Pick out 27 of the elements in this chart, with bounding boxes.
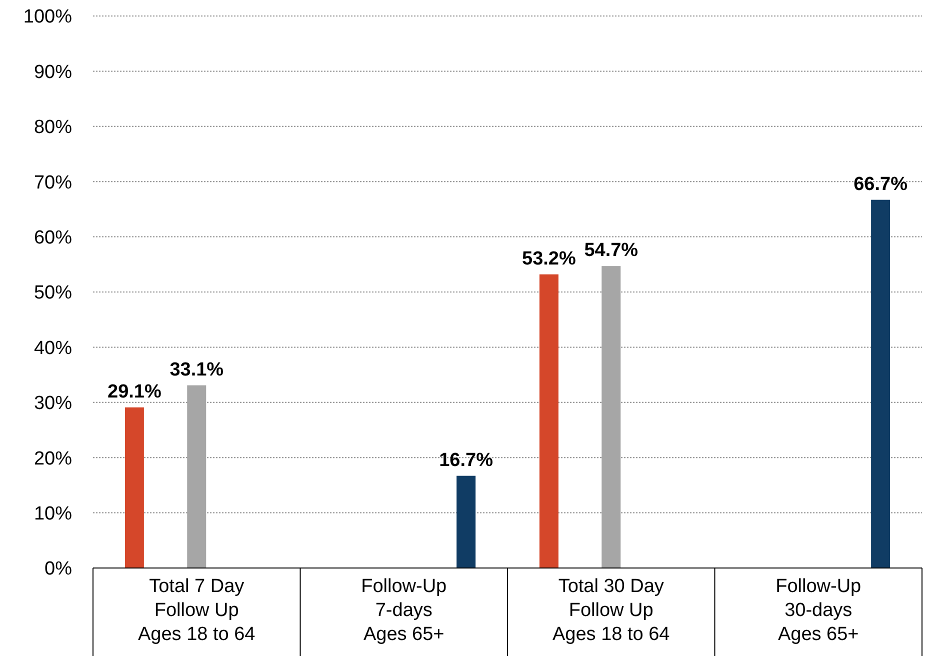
text: 16.7% (439, 450, 493, 471)
x-tick-label: Total 30 Day Follow Up Ages 18 to 64 (552, 576, 670, 645)
bar (871, 200, 890, 568)
y-tick-label: 70% (34, 172, 72, 194)
x-tick-label: Follow-Up 7-days Ages 65+ (361, 576, 447, 645)
y-tick-label: 90% (34, 62, 72, 83)
text: 66.7% (854, 174, 908, 195)
x-tick-label: Total 7 Day Follow Up Ages 18 to 64 (138, 576, 256, 645)
y-tick-label: 10% (34, 503, 72, 524)
x-tick-label: Follow-Up 30-days Ages 65+ (776, 576, 862, 645)
bar (602, 266, 621, 568)
bar (456, 476, 476, 568)
y-tick-label: 0% (44, 558, 72, 580)
y-tick-label: 80% (34, 117, 72, 138)
text: 29.1% (108, 381, 162, 402)
y-tick-label: 20% (34, 448, 72, 470)
bar (124, 407, 144, 568)
y-tick-label: 100% (23, 6, 72, 28)
y-tick-label: 40% (34, 338, 72, 359)
text: 33.1% (170, 359, 224, 380)
y-tick-label: 30% (34, 393, 72, 414)
text: 53.2% (522, 248, 576, 270)
y-tick-label: 50% (34, 282, 72, 304)
bar (187, 385, 206, 568)
text: 54.7% (584, 240, 638, 262)
y-tick-label: 60% (34, 227, 72, 248)
bar (539, 274, 558, 568)
